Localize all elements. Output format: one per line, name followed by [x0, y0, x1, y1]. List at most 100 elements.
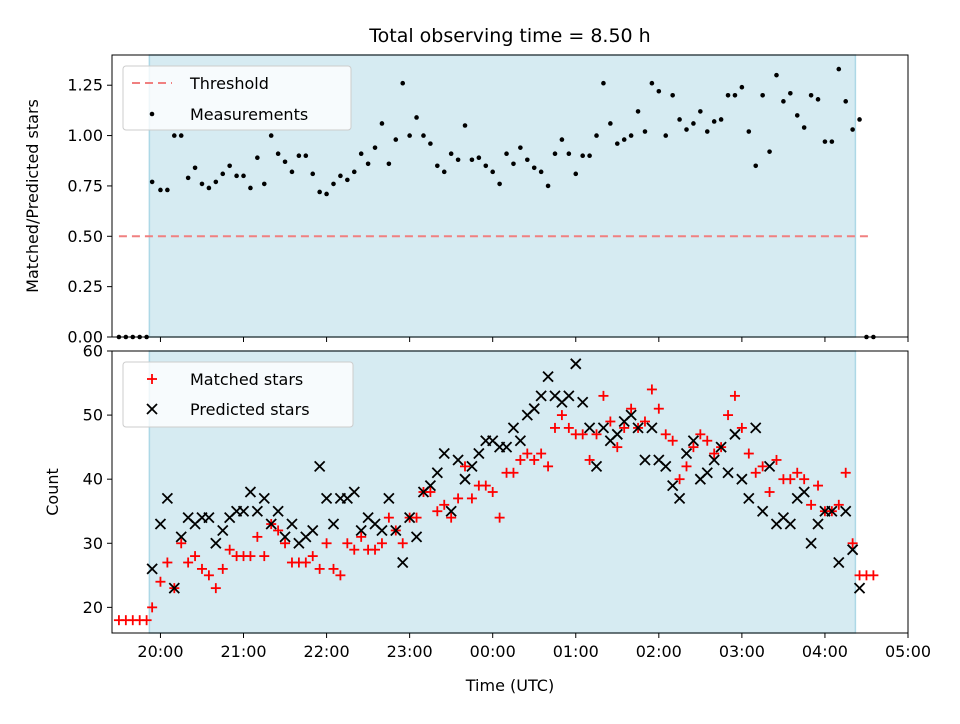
predicted-star-point: [590, 460, 603, 473]
predicted-star-point: [833, 556, 845, 569]
predicted-star-point: [355, 524, 367, 537]
bottom-xtick-label: 04:00: [802, 642, 848, 661]
matched-star-point: [466, 493, 477, 504]
measurement-point: [351, 169, 357, 175]
predicted-star-point-b: [680, 447, 693, 460]
matched-star-point: [847, 538, 858, 549]
measurement-point: [365, 161, 371, 167]
measurement-point: [511, 161, 516, 167]
predicted-star-point: [687, 435, 700, 447]
measurement-point: [684, 127, 689, 132]
measurement-point: [704, 129, 710, 134]
measurement-point: [718, 117, 724, 122]
measurement-point: [490, 169, 495, 175]
top-ytick-label: 0.00: [67, 328, 103, 347]
predicted-star-point: [466, 460, 478, 473]
predicted-star-point: [743, 492, 755, 505]
matched-star-point: [273, 525, 284, 536]
predicted-star-point-b: [660, 460, 672, 473]
measurement-point: [850, 127, 855, 132]
measurement-point: [691, 121, 696, 126]
predicted-star-point: [535, 390, 547, 402]
measurement-point: [241, 173, 246, 179]
predicted-star-point-b: [251, 505, 263, 517]
predicted-star-point-b: [161, 492, 174, 505]
measurement-point: [220, 171, 226, 177]
matched-star-point: [335, 570, 346, 581]
matched-star-point: [300, 557, 311, 568]
predicted-star-point-b: [673, 492, 686, 505]
predicted-star-point: [376, 524, 388, 537]
predicted-star-point-b: [320, 492, 333, 505]
measurement-point: [635, 109, 641, 114]
matched-star-point: [757, 461, 768, 472]
predicted-star-point: [812, 518, 824, 530]
predicted-star-point-b: [667, 479, 679, 492]
predicted-star-point-b: [812, 518, 824, 530]
predicted-star-point: [438, 447, 450, 460]
matched-star-point: [196, 563, 207, 574]
legend-x-marker: [146, 403, 158, 415]
matched-star-point: [280, 538, 291, 549]
matched-star-point: [321, 538, 332, 549]
matched-star-point: [508, 467, 519, 478]
matched-star-point: [723, 410, 734, 421]
measurement-point: [518, 145, 523, 150]
predicted-star-point-b: [570, 358, 582, 370]
predicted-star-point: [763, 460, 776, 473]
predicted-star-point: [154, 518, 167, 530]
top-ytick-label: 0.75: [67, 176, 103, 195]
matched-star-point: [494, 512, 505, 523]
predicted-star-point-b: [549, 390, 561, 402]
matched-star-point: [446, 512, 457, 523]
predicted-star-point-b: [798, 486, 810, 498]
top-legend-measurements-label: Measurements: [190, 105, 308, 124]
legend-plus-marker: [147, 374, 157, 384]
predicted-star-point-b: [383, 492, 395, 505]
matched-star-point: [868, 570, 879, 581]
matched-star-point: [619, 422, 630, 433]
measurement-point: [234, 173, 239, 179]
measurement-point: [698, 109, 703, 114]
predicted-star-point-b: [784, 518, 796, 530]
measurement-point: [268, 133, 274, 138]
matched-star-point: [252, 531, 263, 542]
predicted-star-point-b: [763, 460, 776, 473]
predicted-star-point-b: [459, 473, 471, 485]
top-legend-box: [122, 65, 352, 131]
predicted-star-point-b: [154, 518, 167, 530]
matched-star-point: [813, 480, 824, 491]
measurement-point: [601, 80, 606, 86]
predicted-star-point-b: [210, 537, 222, 549]
predicted-star-point-b: [327, 518, 340, 530]
predicted-star-point: [611, 428, 623, 440]
top-measurement-points-layer: [116, 66, 876, 340]
bottom-xtick-label: 22:00: [304, 642, 350, 661]
predicted-star-point-b: [507, 422, 520, 434]
matched-star-point: [460, 461, 471, 472]
measurement-point: [248, 185, 253, 191]
predicted-star-point: [279, 531, 291, 543]
measurement-point: [836, 66, 842, 72]
predicted-star-point: [583, 422, 596, 434]
measurement-point: [587, 153, 592, 159]
predicted-star-point: [639, 454, 651, 466]
matched-star-point: [176, 538, 187, 549]
predicted-star-point: [826, 505, 838, 517]
bottom-x-axis-label: Time (UTC): [465, 676, 554, 695]
measurement-point: [746, 129, 752, 134]
measurement-point: [559, 137, 565, 142]
measurement-point: [621, 137, 627, 142]
predicted-star-point-b: [473, 447, 485, 460]
predicted-star-point-b: [840, 505, 852, 517]
predicted-star-point-b: [348, 486, 360, 498]
predicted-star-point-b: [438, 447, 450, 460]
measurement-point: [227, 163, 232, 169]
bottom-xtick-label: 03:00: [719, 642, 765, 661]
bottom-legend: Matched stars Predicted stars: [122, 361, 354, 428]
matched-star-point: [183, 557, 194, 568]
bottom-xtick-label: 23:00: [387, 642, 433, 661]
bottom-xtick-label: 02:00: [636, 642, 682, 661]
matched-star-point: [667, 435, 678, 446]
predicted-star-point: [798, 486, 810, 498]
